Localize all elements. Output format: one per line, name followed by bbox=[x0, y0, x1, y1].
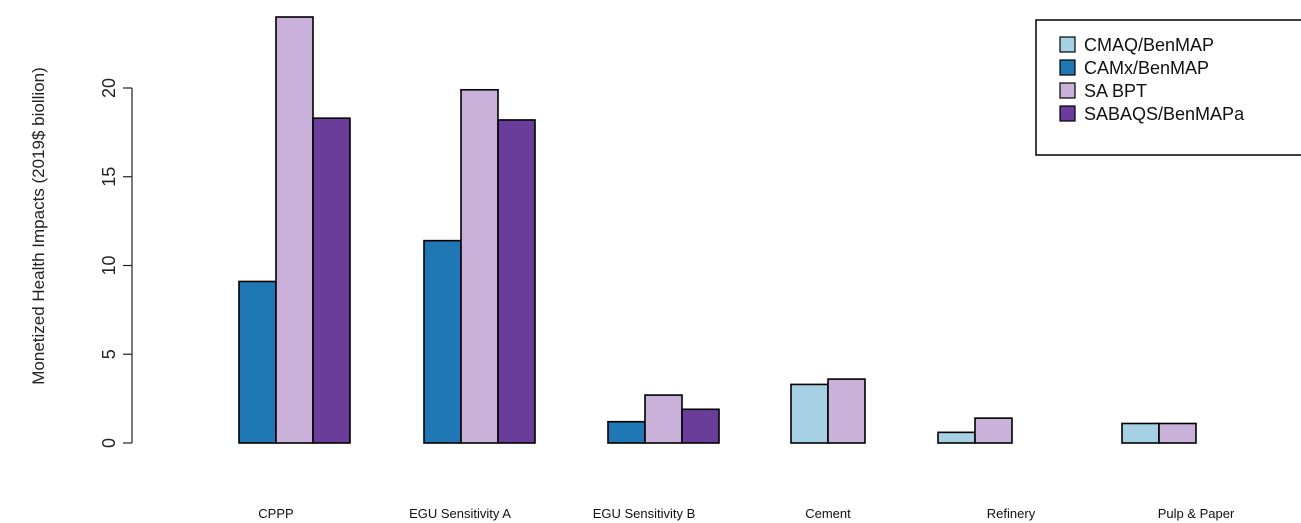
x-tick-label: CPPP bbox=[258, 506, 293, 521]
bar bbox=[460, 88, 499, 444]
legend-label: SA BPT bbox=[1084, 81, 1147, 101]
legend-swatch bbox=[1059, 59, 1076, 76]
x-tick-label: EGU Sensitivity A bbox=[409, 506, 511, 521]
bar bbox=[275, 16, 314, 444]
legend-label: SABAQS/BenMAPa bbox=[1084, 104, 1245, 124]
legend-label: CMAQ/BenMAP bbox=[1084, 35, 1214, 55]
bar bbox=[937, 431, 976, 444]
legend-swatch bbox=[1059, 105, 1076, 122]
y-axis-label: Monetized Health Impacts (2019$ biollion… bbox=[29, 67, 48, 385]
bar bbox=[238, 280, 277, 444]
y-tick-label: 10 bbox=[99, 255, 119, 275]
x-axis-labels: CPPP EGU Sensitivity A EGU Sensitivity B Ce… bbox=[258, 506, 1235, 521]
legend: CMAQ/BenMAP CAMx/BenMAP SA BPT SABAQS/BenMA… bbox=[1035, 19, 1301, 156]
legend-box bbox=[1035, 19, 1301, 156]
x-tick-label: EGU Sensitivity B bbox=[593, 506, 696, 521]
bar bbox=[497, 119, 536, 444]
bars-group bbox=[238, 16, 1197, 444]
y-tick-label: 20 bbox=[99, 78, 119, 98]
y-tick-label: 5 bbox=[99, 349, 119, 359]
bar bbox=[974, 417, 1013, 444]
y-tick-label: 15 bbox=[99, 167, 119, 187]
x-tick-label: Cement bbox=[805, 506, 851, 521]
legend-swatch bbox=[1059, 36, 1076, 53]
x-tick-label: Pulp & Paper bbox=[1158, 506, 1235, 521]
y-axis: 0 5 10 15 20 bbox=[99, 78, 133, 448]
bar bbox=[827, 378, 866, 444]
bar bbox=[607, 420, 646, 444]
legend-swatch bbox=[1059, 82, 1076, 99]
bar bbox=[312, 117, 351, 444]
bar bbox=[790, 383, 829, 444]
legend-label: CAMx/BenMAP bbox=[1084, 58, 1209, 78]
bar bbox=[423, 239, 462, 444]
bar bbox=[1121, 422, 1160, 444]
bar bbox=[1158, 422, 1197, 444]
x-tick-label: Refinery bbox=[987, 506, 1036, 521]
bar bbox=[644, 394, 683, 444]
y-tick-label: 0 bbox=[99, 438, 119, 448]
bar bbox=[681, 408, 720, 444]
